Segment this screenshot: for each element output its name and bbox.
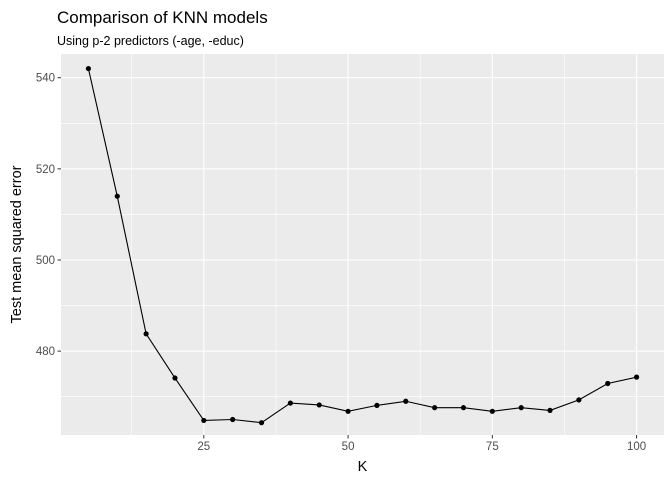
data-point bbox=[633, 374, 640, 380]
y-tick-label: 480 bbox=[36, 346, 55, 358]
y-tick-label: 520 bbox=[36, 164, 55, 176]
data-point bbox=[345, 408, 351, 414]
y-axis-title: Test mean squared error bbox=[9, 165, 25, 323]
data-point bbox=[374, 402, 380, 408]
data-point bbox=[403, 398, 409, 404]
y-axis-ticks: 480 500 520 540 bbox=[36, 73, 61, 358]
x-tick-label: 100 bbox=[627, 441, 646, 453]
y-tick-label: 500 bbox=[36, 255, 55, 267]
data-point bbox=[489, 408, 495, 414]
data-point bbox=[114, 193, 120, 199]
x-axis-title: K bbox=[358, 459, 368, 475]
chart-title: Comparison of KNN models bbox=[57, 8, 268, 27]
x-tick-label: 50 bbox=[342, 441, 355, 453]
x-tick-label: 25 bbox=[197, 441, 210, 453]
data-point bbox=[201, 417, 207, 424]
data-point bbox=[316, 402, 322, 408]
data-point bbox=[172, 375, 178, 381]
y-tick-label: 540 bbox=[36, 73, 55, 85]
major-gridlines bbox=[61, 54, 664, 435]
data-point bbox=[547, 407, 553, 413]
data-point bbox=[258, 420, 265, 426]
minor-gridlines bbox=[61, 54, 664, 435]
chart-subtitle: Using p-2 predictors (-age, -educ) bbox=[57, 34, 244, 48]
series-layer bbox=[87, 68, 637, 424]
data-point bbox=[460, 405, 467, 411]
data-point bbox=[287, 400, 293, 406]
data-point bbox=[576, 397, 582, 403]
data-point bbox=[85, 65, 92, 72]
data-point bbox=[605, 380, 611, 387]
x-tick-label: 75 bbox=[486, 441, 499, 453]
data-point bbox=[518, 405, 524, 411]
data-point bbox=[432, 405, 438, 411]
points-layer bbox=[85, 65, 640, 426]
data-point bbox=[143, 331, 149, 337]
x-axis-ticks: 25 50 75 100 bbox=[197, 435, 646, 453]
plot-panel bbox=[61, 54, 664, 435]
series-line bbox=[87, 68, 637, 424]
data-point bbox=[230, 416, 236, 423]
